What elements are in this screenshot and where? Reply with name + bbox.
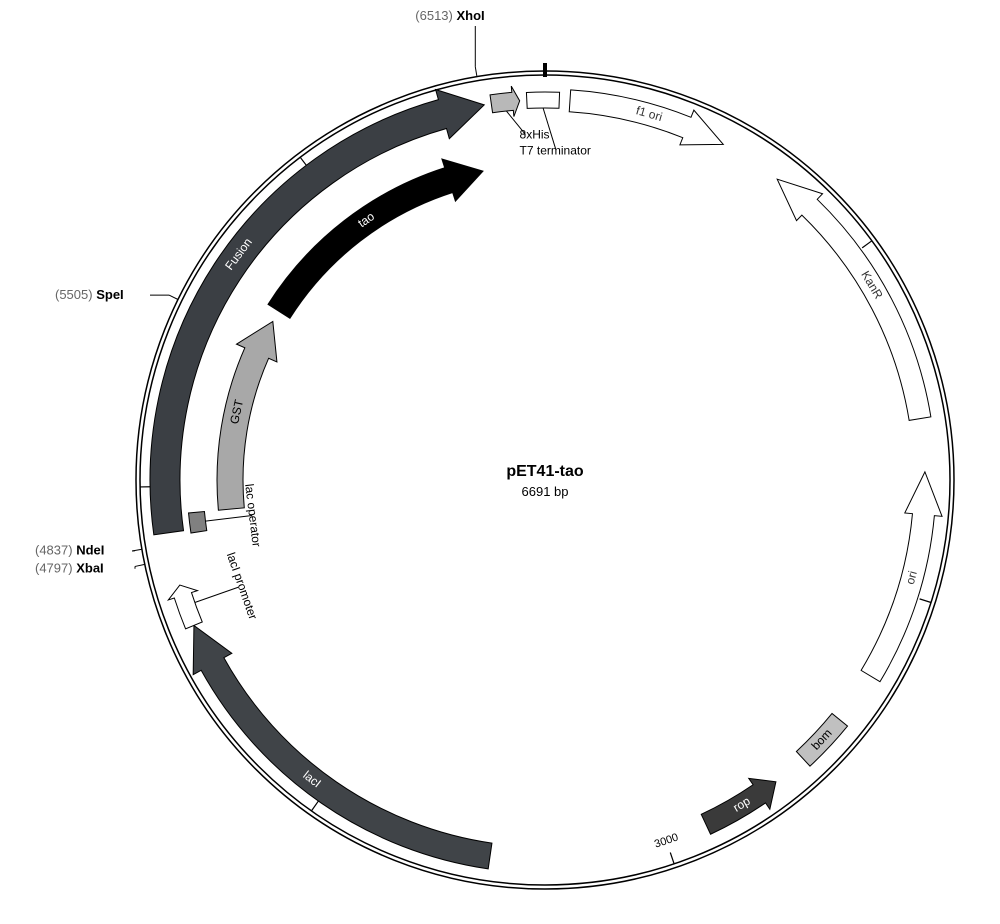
feature-label-8xhis: 8xHis xyxy=(520,128,550,142)
feature-gst xyxy=(217,321,277,510)
feature-label-t7term: T7 terminator xyxy=(520,144,591,158)
enzyme-tick-XhoI xyxy=(475,67,477,77)
pointer-lacI-promoter xyxy=(195,587,238,602)
feature-his8 xyxy=(490,86,520,116)
enzyme-label-XbaI: (4797) XbaI xyxy=(35,561,104,576)
feature-lacI xyxy=(193,625,492,868)
feature-label-lacI-promoter: lacI promoter xyxy=(224,551,260,622)
pointer-lac-operator xyxy=(205,515,252,521)
plasmid-outer-ring xyxy=(140,75,950,885)
enzyme-tick-XbaI xyxy=(135,564,145,566)
scale-tick xyxy=(920,599,931,603)
feature-lac_operator xyxy=(189,512,207,533)
feature-t7_term xyxy=(526,92,559,108)
feature-fusion xyxy=(150,90,484,535)
feature-ori xyxy=(861,472,942,682)
scale-tick-label: 3000 xyxy=(653,831,680,850)
plasmid-size: 6691 bp xyxy=(522,484,569,499)
scale-tick xyxy=(311,801,318,811)
enzyme-label-NdeI: (4837) NdeI xyxy=(35,543,104,558)
scale-tick xyxy=(670,852,674,863)
feature-lacI_promoter xyxy=(168,585,202,629)
plasmid-name: pET41-tao xyxy=(506,463,584,480)
enzyme-label-SpeI: (5505) SpeI xyxy=(55,287,124,302)
plasmid-map-container: 100020003000400050006000pET41-tao6691 bp… xyxy=(0,0,1000,924)
scale-tick xyxy=(862,241,872,248)
feature-label-lac-operator: lac operator xyxy=(242,483,264,548)
plasmid-map-svg: 100020003000400050006000pET41-tao6691 bp… xyxy=(0,0,1000,924)
enzyme-label-XhoI: (6513) XhoI xyxy=(415,8,484,23)
enzyme-tick-SpeI xyxy=(169,295,178,299)
